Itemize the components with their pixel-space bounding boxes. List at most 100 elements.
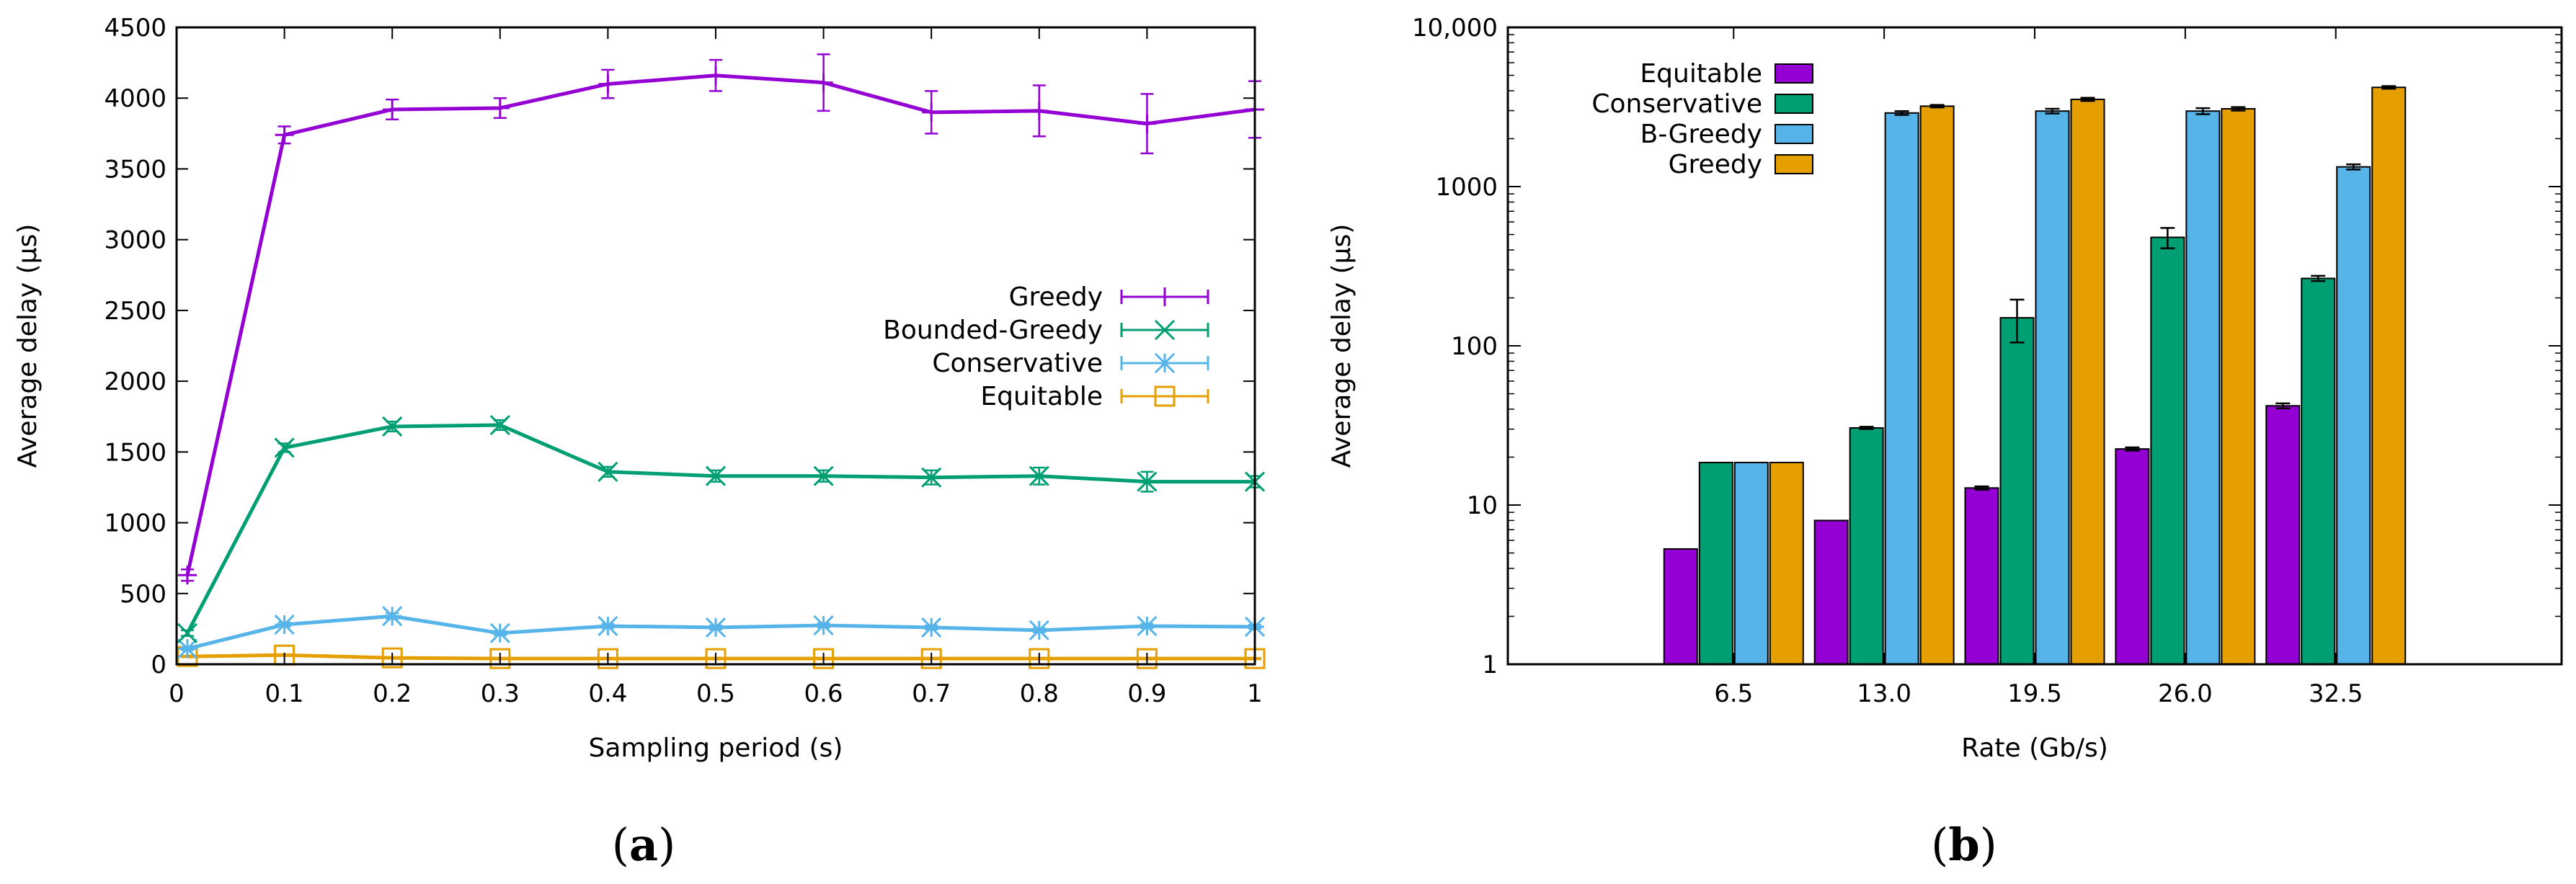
chart-a-x-axis-label: Sampling period (s) [589,733,843,763]
y-tick-label: 500 [120,580,166,609]
error-bar [1929,104,1945,109]
error-bar [2009,298,2025,344]
bar [1884,112,1919,665]
bar [1919,105,1955,665]
data-point [920,648,942,669]
legend-marker [1155,287,1174,306]
bar [2185,110,2221,666]
error-bar [2195,107,2211,115]
legend-marker [1154,385,1176,407]
data-point [1137,471,1158,492]
error-bar [2381,85,2397,90]
y-tick-label: 1000 [104,509,166,538]
y-tick-label: 4000 [104,84,166,113]
x-tick-label: 0 [169,679,185,708]
y-tick-label: 3500 [104,155,166,184]
y-tick-label: 3000 [104,226,166,255]
series-greedy [177,53,1264,585]
error-bar [2125,446,2140,452]
legend-label: B-Greedy [1640,120,1762,149]
bar [2035,110,2070,666]
data-point [274,614,295,635]
data-point [598,461,618,482]
data-point [1137,114,1157,133]
bar-group-13.0 [1813,104,1955,665]
data-point [1137,615,1158,637]
x-tick-label: 0.7 [912,679,951,708]
error-bar [2346,163,2361,171]
data-point [705,617,727,638]
legend-label: Greedy [1009,282,1103,312]
data-point [381,647,403,669]
series-line [185,423,1255,634]
chart-b-panel-label: (b) [1931,818,1997,871]
series-bounded-greedy [177,414,1266,643]
bar [2336,166,2371,665]
legend-swatch [1775,63,1813,84]
x-tick-label: 19.5 [2007,679,2062,708]
bar [1999,317,2035,665]
x-tick-label: 0.9 [1127,679,1166,708]
data-point [382,606,403,627]
series-conservative [177,606,1266,659]
bar [1964,487,1999,665]
data-point [177,566,197,585]
data-point [383,99,402,119]
data-point [177,638,198,659]
data-point [382,416,403,437]
bar [1663,548,1698,666]
bar [2265,405,2301,665]
error-bar [2311,274,2326,282]
chart-b: 1 10 100 1000 10,000 6.5 13.0 19.5 26.0 32.5 Equi… [1327,14,2563,871]
chart-b-x-axis-label: Rate (Gb/s) [1961,733,2108,763]
x-tick-label: 0.5 [696,679,735,708]
data-point [1029,465,1049,486]
bar [1769,461,1804,666]
y-tick-label: 2500 [104,297,166,326]
x-tick-label: 1 [1247,679,1263,708]
y-tick-label: 1000 [1435,173,1498,202]
y-tick-label: 0 [151,651,166,679]
error-bar [2231,106,2246,112]
error-bar [2275,402,2291,410]
data-point [1029,648,1050,669]
legend-label: Conservative [932,349,1103,378]
data-point [813,465,834,486]
chart-a-y-axis-label: Average delay (μs) [13,224,43,468]
x-tick-label: 26.0 [2158,679,2213,708]
data-point [1029,620,1049,640]
x-tick-label: 0.8 [1020,679,1059,708]
chart-a-legend: Greedy Bounded-Greedy Conservative Equitabl… [883,282,1209,411]
bar [1698,461,1733,666]
data-point [489,414,510,436]
chart-a-panel-label: (a) [612,818,676,871]
data-point [489,648,511,669]
legend-label: Equitable [980,382,1103,411]
legend-marker [1154,352,1176,374]
data-point [921,467,942,488]
chart-b-y-axis-label: Average delay (μs) [1327,224,1356,468]
bar [2371,86,2407,666]
bar [1733,461,1769,666]
x-tick-label: 0.6 [804,679,843,708]
x-tick-label: 0.1 [265,679,304,708]
legend-label: Bounded-Greedy [883,316,1103,345]
legend-label: Conservative [1591,89,1762,119]
error-bar [1859,426,1874,430]
data-point [814,73,833,92]
y-tick-label: 100 [1451,332,1498,361]
x-tick-label: 13.0 [1857,679,1911,708]
data-point [705,648,727,669]
error-bar [1894,110,1909,116]
y-tick-label: 1500 [104,438,166,467]
bar [2115,448,2150,665]
data-point [598,615,618,637]
y-tick-label: 1 [1482,651,1498,679]
x-tick-label: 0.2 [373,679,412,708]
x-tick-label: 0.4 [588,679,627,708]
legend-swatch [1775,124,1813,144]
y-tick-label: 10,000 [1412,14,1498,43]
y-tick-label: 10 [1467,491,1498,520]
legend-label: Greedy [1669,150,1762,179]
bar-group-19.5 [1964,97,2105,666]
